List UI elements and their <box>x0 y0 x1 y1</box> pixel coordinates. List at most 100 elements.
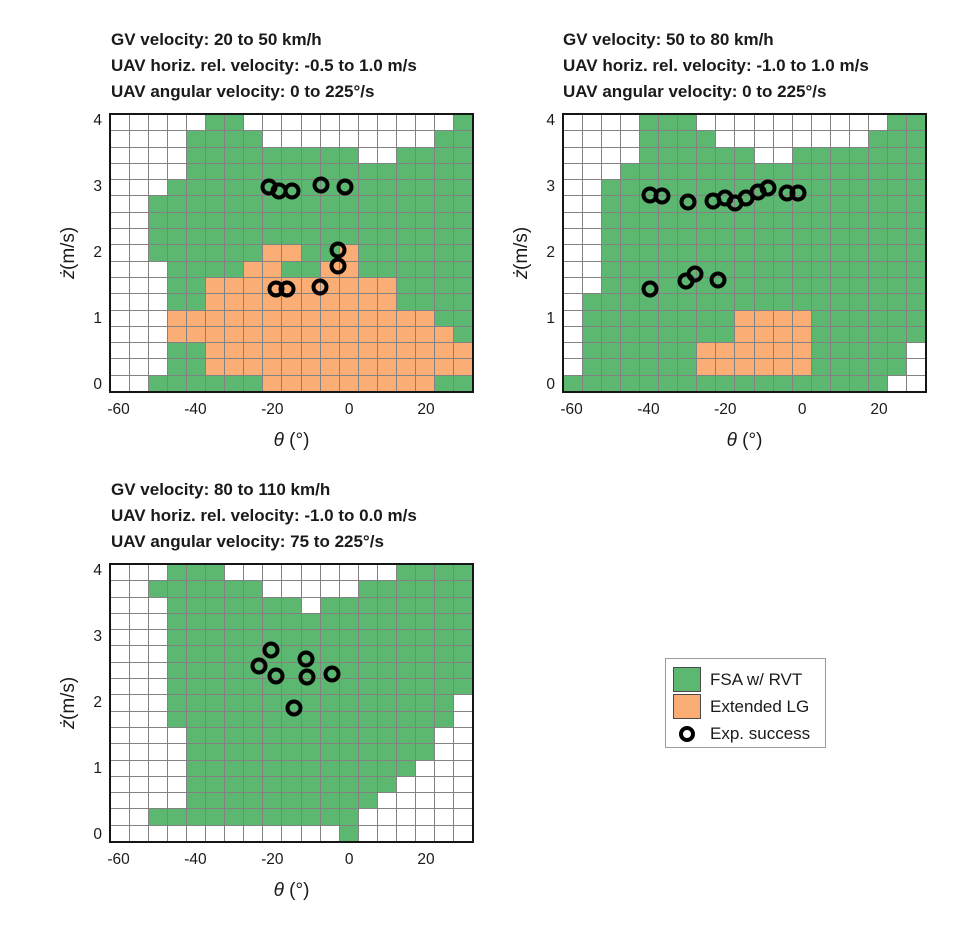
grid-cell <box>263 163 282 180</box>
grid-cell <box>377 294 396 310</box>
grid-cell <box>849 196 868 212</box>
grid-cell <box>659 326 678 343</box>
grid-cell <box>697 131 716 147</box>
grid-cell <box>773 147 792 163</box>
grid-cell <box>792 245 811 261</box>
grid-cell <box>773 359 792 375</box>
grid-cell <box>434 760 453 776</box>
subplot2-x-axis-label: θ (°) <box>562 430 927 452</box>
grid-cell <box>396 630 415 646</box>
grid-cell <box>168 245 187 261</box>
grid-cell <box>811 196 830 212</box>
grid-cell <box>168 630 187 646</box>
exp-success-marker <box>285 699 303 717</box>
grid-cell <box>149 180 168 196</box>
grid-cell <box>659 212 678 229</box>
grid-cell <box>811 277 830 294</box>
grid-cell <box>583 131 602 147</box>
grid-cell <box>301 711 320 727</box>
grid-cell <box>906 359 925 375</box>
grid-cell <box>773 310 792 326</box>
grid-cell <box>564 245 583 261</box>
grid-cell <box>773 261 792 277</box>
grid-cell <box>320 793 339 809</box>
grid-cell <box>453 147 472 163</box>
grid-cell <box>564 196 583 212</box>
grid-cell <box>263 825 282 841</box>
grid-cell <box>320 196 339 212</box>
grid-cell <box>339 646 358 662</box>
grid-cell <box>320 359 339 375</box>
subplot3-y-tick-labels: 0 1 2 3 4 <box>72 562 102 843</box>
grid-cell <box>906 180 925 196</box>
grid-cell <box>396 581 415 597</box>
subplot3-title: GV velocity: 80 to 110 km/h UAV horiz. r… <box>111 477 417 555</box>
exp-success-marker <box>267 667 285 685</box>
grid-cell <box>716 326 735 343</box>
subplot1-title-line2: UAV horiz. rel. velocity: -0.5 to 1.0 m/… <box>111 56 417 75</box>
grid-cell <box>225 727 244 744</box>
grid-cell <box>415 744 434 760</box>
grid-cell <box>187 326 206 343</box>
grid-cell <box>225 115 244 131</box>
grid-cell <box>453 744 472 760</box>
grid-cell <box>396 375 415 391</box>
grid-cell <box>111 261 130 277</box>
grid-cell <box>868 180 887 196</box>
grid-cell <box>339 597 358 613</box>
exp-success-marker <box>250 657 268 675</box>
grid-cell <box>602 212 621 229</box>
grid-cell <box>868 196 887 212</box>
grid-cell <box>206 662 225 679</box>
grid-cell <box>244 147 263 163</box>
grid-cell <box>130 229 149 245</box>
y-tick-label: 3 <box>546 178 555 196</box>
grid-cell <box>564 294 583 310</box>
grid-cell <box>792 163 811 180</box>
grid-cell <box>111 359 130 375</box>
grid-cell <box>301 229 320 245</box>
grid-cell <box>396 229 415 245</box>
grid-cell <box>716 245 735 261</box>
grid-cell <box>168 359 187 375</box>
grid-cell <box>754 261 773 277</box>
grid-cell <box>149 679 168 695</box>
grid-cell <box>282 679 301 695</box>
grid-cell <box>111 679 130 695</box>
grid-cell <box>415 809 434 825</box>
grid-cell <box>434 131 453 147</box>
grid-cell <box>282 727 301 744</box>
grid-cell <box>320 613 339 630</box>
grid-cell <box>111 646 130 662</box>
grid-cell <box>149 229 168 245</box>
grid-cell <box>263 760 282 776</box>
grid-cell <box>358 294 377 310</box>
grid-cell <box>868 277 887 294</box>
grid-cell <box>244 261 263 277</box>
grid-cell <box>811 212 830 229</box>
grid-cell <box>377 613 396 630</box>
grid-cell <box>130 261 149 277</box>
x-tick-label: 0 <box>797 401 807 418</box>
grid-cell <box>434 776 453 793</box>
grid-cell <box>187 261 206 277</box>
grid-cell <box>187 147 206 163</box>
grid-cell <box>320 679 339 695</box>
grid-cell <box>830 277 849 294</box>
grid-cell <box>130 760 149 776</box>
grid-cell <box>396 711 415 727</box>
grid-cell <box>773 115 792 131</box>
grid-cell <box>792 294 811 310</box>
x-tick-label: 20 <box>417 851 435 868</box>
grid-cell <box>130 776 149 793</box>
grid-cell <box>415 343 434 359</box>
grid-cell <box>111 662 130 679</box>
subplot2-x-tick-labels: -60 -40 -20 0 20 <box>560 401 927 421</box>
grid-cell <box>187 294 206 310</box>
grid-cell <box>697 115 716 131</box>
grid-cell <box>792 212 811 229</box>
grid-cell <box>263 565 282 581</box>
grid-cell <box>906 147 925 163</box>
grid-cell <box>263 245 282 261</box>
grid-cell <box>263 727 282 744</box>
